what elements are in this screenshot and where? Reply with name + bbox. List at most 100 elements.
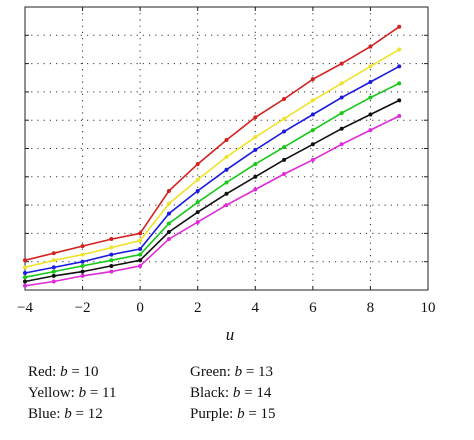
data-point-purple bbox=[224, 203, 229, 208]
data-point-purple bbox=[138, 263, 143, 268]
data-point-blue bbox=[109, 252, 114, 257]
legend-item-black: Black: b = 14 bbox=[190, 383, 276, 404]
data-point-red bbox=[195, 162, 200, 167]
legend-item-blue: Blue: b = 12 bbox=[28, 404, 116, 425]
series-green bbox=[23, 81, 402, 280]
legend-value: = 10 bbox=[67, 364, 99, 380]
data-point-blue bbox=[195, 188, 200, 193]
data-point-yellow bbox=[80, 252, 85, 257]
series-lines bbox=[23, 24, 402, 288]
data-point-blue bbox=[80, 259, 85, 264]
legend-series-name: Yellow bbox=[28, 385, 71, 401]
data-point-yellow bbox=[282, 116, 287, 121]
legend-right-column: Green: b = 13 Black: b = 14 Purple: b = … bbox=[190, 362, 276, 425]
data-point-red bbox=[166, 188, 171, 193]
data-point-green bbox=[80, 263, 85, 268]
legend-value: = 12 bbox=[71, 406, 103, 422]
legend-variable: b bbox=[232, 385, 241, 401]
data-point-purple bbox=[253, 187, 258, 192]
x-tick-label: −4 bbox=[17, 300, 33, 316]
data-point-green bbox=[282, 145, 287, 150]
data-point-blue bbox=[23, 271, 27, 276]
legend-variable: b bbox=[60, 364, 68, 380]
data-point-black bbox=[80, 269, 85, 274]
x-tick-labels: −4 −2 0 2 4 6 8 10 bbox=[17, 300, 435, 316]
x-axis-label: u bbox=[226, 325, 235, 344]
series-black bbox=[23, 98, 402, 284]
series-line-black bbox=[24, 99, 400, 283]
data-point-blue bbox=[224, 167, 229, 172]
series-red bbox=[23, 24, 402, 263]
data-point-yellow bbox=[253, 135, 258, 140]
data-point-red bbox=[310, 77, 315, 82]
data-point-purple bbox=[282, 171, 287, 176]
data-point-black bbox=[166, 229, 171, 234]
series-line-purple bbox=[24, 115, 400, 287]
data-point-yellow bbox=[109, 245, 114, 250]
series-line-yellow bbox=[24, 48, 400, 269]
data-point-green bbox=[224, 180, 229, 185]
line-chart: −4 −2 0 2 4 6 8 10 u bbox=[17, 6, 436, 344]
data-point-yellow bbox=[138, 238, 143, 243]
data-point-black bbox=[368, 112, 373, 117]
data-point-purple bbox=[166, 237, 171, 242]
data-point-red bbox=[23, 258, 27, 263]
data-point-red bbox=[109, 237, 114, 242]
data-point-blue bbox=[397, 64, 402, 69]
data-point-red bbox=[282, 96, 287, 101]
data-point-green bbox=[253, 162, 258, 167]
series-line-blue bbox=[24, 65, 400, 274]
data-point-red bbox=[138, 231, 143, 236]
legend-separator: : bbox=[56, 406, 65, 422]
legend-separator: : bbox=[52, 364, 61, 380]
grid-lines bbox=[25, 7, 428, 290]
data-point-green bbox=[339, 111, 344, 116]
x-tick-label: 2 bbox=[194, 300, 202, 316]
x-tick-label: 6 bbox=[309, 300, 317, 316]
data-point-red bbox=[368, 44, 373, 49]
data-point-red bbox=[253, 115, 258, 120]
legend-separator: : bbox=[226, 364, 235, 380]
data-point-yellow bbox=[224, 154, 229, 159]
data-point-yellow bbox=[51, 258, 56, 263]
series-line-green bbox=[24, 82, 400, 279]
legend-series-name: Green bbox=[190, 364, 227, 380]
data-point-blue bbox=[282, 129, 287, 134]
data-point-purple bbox=[23, 283, 27, 288]
legend-series-name: Red bbox=[28, 364, 53, 380]
data-point-yellow bbox=[368, 64, 373, 69]
data-point-black bbox=[51, 273, 56, 278]
data-point-red bbox=[339, 61, 344, 66]
data-point-yellow bbox=[397, 47, 402, 52]
data-point-blue bbox=[166, 211, 171, 216]
data-point-blue bbox=[368, 79, 373, 84]
data-point-green bbox=[368, 95, 373, 100]
legend-variable: b bbox=[234, 364, 243, 380]
data-point-black bbox=[224, 191, 229, 196]
data-point-yellow bbox=[166, 201, 171, 206]
legend-separator: : bbox=[225, 385, 233, 401]
data-point-black bbox=[109, 263, 114, 268]
data-point-purple bbox=[80, 273, 85, 278]
data-point-black bbox=[397, 98, 402, 103]
data-point-purple bbox=[397, 113, 402, 118]
data-point-purple bbox=[368, 128, 373, 133]
legend-separator: : bbox=[70, 385, 79, 401]
data-point-purple bbox=[195, 220, 200, 225]
legend-value: = 15 bbox=[244, 406, 276, 422]
legend-separator: : bbox=[229, 406, 238, 422]
data-point-blue bbox=[253, 147, 258, 152]
data-point-green bbox=[109, 258, 114, 263]
data-point-black bbox=[339, 126, 344, 131]
data-point-purple bbox=[339, 142, 344, 147]
data-point-green bbox=[195, 200, 200, 205]
data-point-green bbox=[397, 81, 402, 86]
data-point-green bbox=[23, 275, 27, 280]
x-tick-label: 8 bbox=[367, 300, 375, 316]
data-point-blue bbox=[138, 246, 143, 251]
data-point-green bbox=[310, 128, 315, 133]
data-point-blue bbox=[339, 95, 344, 100]
series-line-red bbox=[24, 26, 400, 262]
data-point-yellow bbox=[195, 177, 200, 182]
data-point-yellow bbox=[310, 98, 315, 103]
